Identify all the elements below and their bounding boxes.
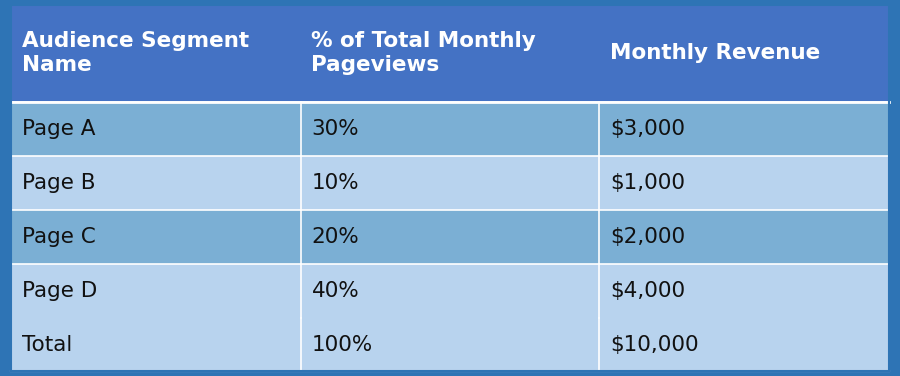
Text: Page C: Page C <box>22 227 95 247</box>
Text: 20%: 20% <box>311 227 359 247</box>
Text: 100%: 100% <box>311 335 373 355</box>
Bar <box>11 156 889 210</box>
Bar <box>11 5 889 102</box>
Text: $1,000: $1,000 <box>610 173 685 193</box>
Text: Page D: Page D <box>22 280 97 300</box>
Text: Monthly Revenue: Monthly Revenue <box>610 43 821 63</box>
Text: % of Total Monthly
Pageviews: % of Total Monthly Pageviews <box>311 31 536 75</box>
Text: $2,000: $2,000 <box>610 227 685 247</box>
Bar <box>11 210 889 264</box>
Text: 30%: 30% <box>311 119 359 139</box>
Bar <box>11 318 889 371</box>
Text: Page B: Page B <box>22 173 95 193</box>
Bar <box>11 102 889 156</box>
Text: Page A: Page A <box>22 119 95 139</box>
Text: Total: Total <box>22 335 72 355</box>
Text: 40%: 40% <box>311 280 359 300</box>
Bar <box>11 264 889 318</box>
Text: $4,000: $4,000 <box>610 280 685 300</box>
Text: $10,000: $10,000 <box>610 335 698 355</box>
Text: Audience Segment
Name: Audience Segment Name <box>22 31 248 75</box>
Text: $3,000: $3,000 <box>610 119 685 139</box>
Text: 10%: 10% <box>311 173 359 193</box>
